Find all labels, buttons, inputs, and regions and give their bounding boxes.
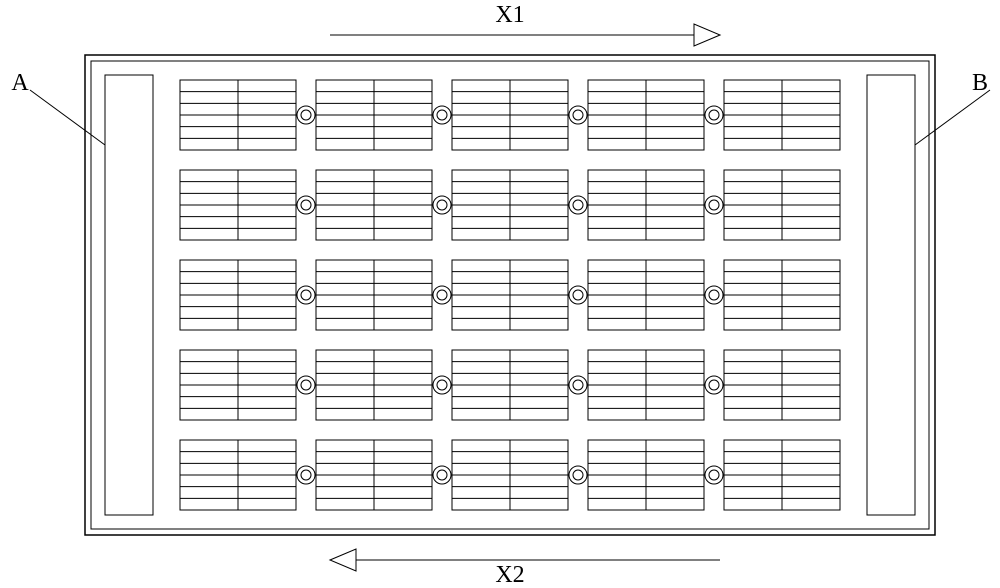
label-x2: X2 bbox=[495, 562, 524, 588]
module bbox=[180, 80, 296, 150]
ring-inner-icon bbox=[709, 380, 719, 390]
ring-icon bbox=[705, 286, 723, 304]
ring-icon bbox=[297, 286, 315, 304]
ring-inner-icon bbox=[301, 470, 311, 480]
ring-inner-icon bbox=[301, 200, 311, 210]
ring-icon bbox=[297, 196, 315, 214]
module bbox=[452, 440, 568, 510]
module bbox=[724, 440, 840, 510]
ring-icon bbox=[569, 286, 587, 304]
ring-icon bbox=[433, 376, 451, 394]
module bbox=[452, 260, 568, 330]
module bbox=[588, 440, 704, 510]
ring-inner-icon bbox=[709, 200, 719, 210]
ring-icon bbox=[297, 376, 315, 394]
module bbox=[588, 350, 704, 420]
ring-icon bbox=[705, 376, 723, 394]
module bbox=[452, 80, 568, 150]
module bbox=[724, 170, 840, 240]
ring-icon bbox=[569, 466, 587, 484]
module bbox=[180, 440, 296, 510]
ring-icon bbox=[705, 106, 723, 124]
ring-icon bbox=[569, 376, 587, 394]
ring-icon bbox=[297, 106, 315, 124]
ring-icon bbox=[433, 466, 451, 484]
module bbox=[316, 80, 432, 150]
ring-icon bbox=[569, 196, 587, 214]
arrow-x2 bbox=[330, 549, 720, 571]
module bbox=[180, 170, 296, 240]
ring-icon bbox=[433, 286, 451, 304]
ring-inner-icon bbox=[437, 200, 447, 210]
ring-inner-icon bbox=[709, 470, 719, 480]
module bbox=[316, 170, 432, 240]
ring-inner-icon bbox=[301, 380, 311, 390]
module bbox=[452, 170, 568, 240]
module bbox=[724, 80, 840, 150]
module bbox=[588, 80, 704, 150]
label-b: B bbox=[972, 70, 988, 96]
ring-icon bbox=[433, 196, 451, 214]
ring-icon bbox=[569, 106, 587, 124]
ring-inner-icon bbox=[573, 110, 583, 120]
arrow-x1 bbox=[330, 24, 720, 46]
label-x1: X1 bbox=[495, 2, 524, 28]
ring-icon bbox=[297, 466, 315, 484]
ring-inner-icon bbox=[301, 110, 311, 120]
ring-inner-icon bbox=[709, 290, 719, 300]
ring-inner-icon bbox=[437, 470, 447, 480]
module bbox=[588, 260, 704, 330]
leader-a bbox=[30, 90, 105, 145]
module bbox=[724, 260, 840, 330]
left-side-bar bbox=[105, 75, 153, 515]
module bbox=[588, 170, 704, 240]
ring-inner-icon bbox=[437, 380, 447, 390]
right-side-bar bbox=[867, 75, 915, 515]
ring-inner-icon bbox=[709, 110, 719, 120]
ring-inner-icon bbox=[573, 380, 583, 390]
ring-inner-icon bbox=[437, 110, 447, 120]
ring-inner-icon bbox=[301, 290, 311, 300]
ring-icon bbox=[705, 196, 723, 214]
ring-inner-icon bbox=[573, 470, 583, 480]
ring-inner-icon bbox=[437, 290, 447, 300]
ring-icon bbox=[705, 466, 723, 484]
module bbox=[724, 350, 840, 420]
label-a: A bbox=[11, 70, 29, 96]
leader-b bbox=[915, 90, 990, 145]
module bbox=[316, 260, 432, 330]
module bbox=[316, 440, 432, 510]
ring-inner-icon bbox=[573, 200, 583, 210]
module bbox=[316, 350, 432, 420]
ring-inner-icon bbox=[573, 290, 583, 300]
module bbox=[180, 350, 296, 420]
module bbox=[452, 350, 568, 420]
ring-icon bbox=[433, 106, 451, 124]
module bbox=[180, 260, 296, 330]
